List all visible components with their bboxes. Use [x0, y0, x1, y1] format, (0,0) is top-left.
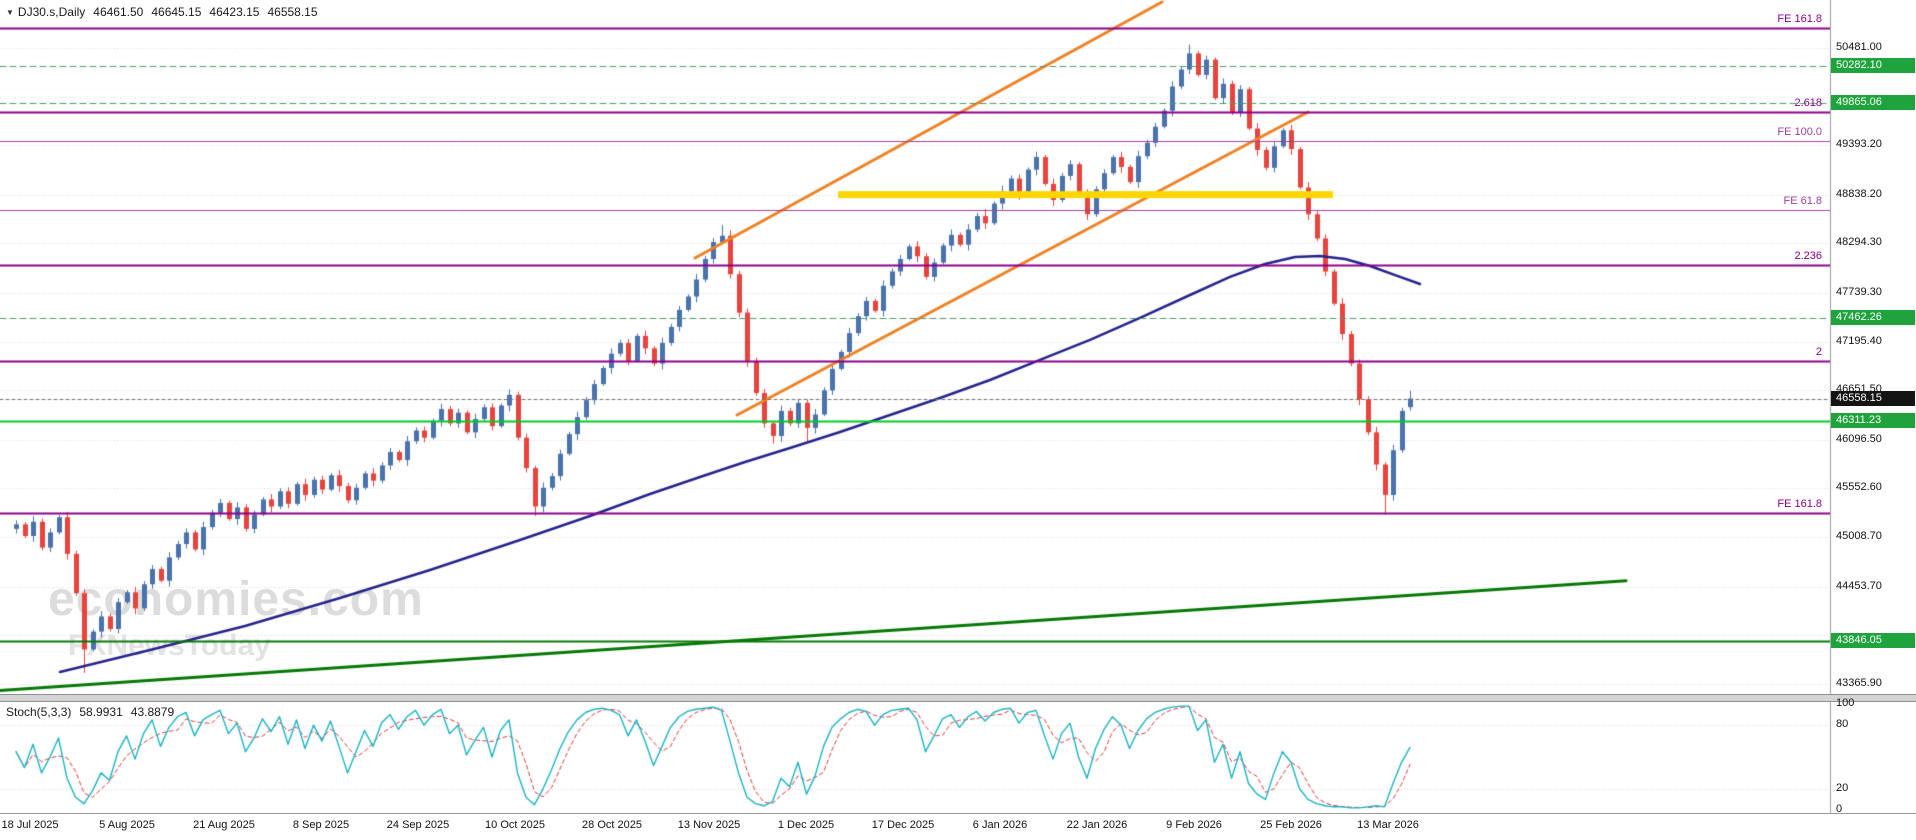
- date-label: 22 Jan 2026: [1066, 819, 1128, 831]
- stoch-header: Stoch(5,3,3) 58.9931 43.8879: [6, 705, 174, 719]
- date-label: 13 Mar 2026: [1357, 819, 1419, 831]
- symbol-timeframe-label: DJ30.s,Daily: [17, 5, 86, 19]
- date-label: 28 Oct 2025: [582, 819, 642, 831]
- open-value: 46461.50: [93, 5, 144, 19]
- date-label: 18 Jul 2025: [1, 819, 59, 831]
- date-label: 17 Dec 2025: [871, 819, 935, 831]
- date-label: 10 Oct 2025: [485, 819, 545, 831]
- date-label: 21 Aug 2025: [193, 819, 255, 831]
- date-label: 24 Sep 2025: [386, 819, 450, 831]
- date-label: 1 Dec 2025: [777, 819, 835, 831]
- date-label: 5 Aug 2025: [99, 819, 155, 831]
- date-label: 8 Sep 2025: [292, 819, 350, 831]
- pane-resize-handle[interactable]: [0, 694, 1916, 702]
- stoch-d-value: 43.8879: [130, 705, 175, 719]
- date-label: 6 Jan 2026: [972, 819, 1028, 831]
- stoch-label: Stoch(5,3,3): [6, 705, 72, 719]
- date-label: 25 Feb 2026: [1260, 819, 1322, 831]
- chart-header: ▼ DJ30.s,Daily 46461.50 46645.15 46423.15 465…: [6, 5, 318, 19]
- date-label: 9 Feb 2026: [1166, 819, 1222, 831]
- low-value: 46423.15: [209, 5, 260, 19]
- time-axis: 18 Jul 2025 5 Aug 2025 21 Aug 2025 8 Sep 20…: [0, 813, 1916, 840]
- collapse-arrow-icon[interactable]: ▼: [6, 8, 14, 17]
- stoch-k-value: 58.9931: [79, 705, 123, 719]
- high-value: 46645.15: [151, 5, 202, 19]
- date-label: 13 Nov 2025: [677, 819, 741, 831]
- close-value: 46558.15: [267, 5, 318, 19]
